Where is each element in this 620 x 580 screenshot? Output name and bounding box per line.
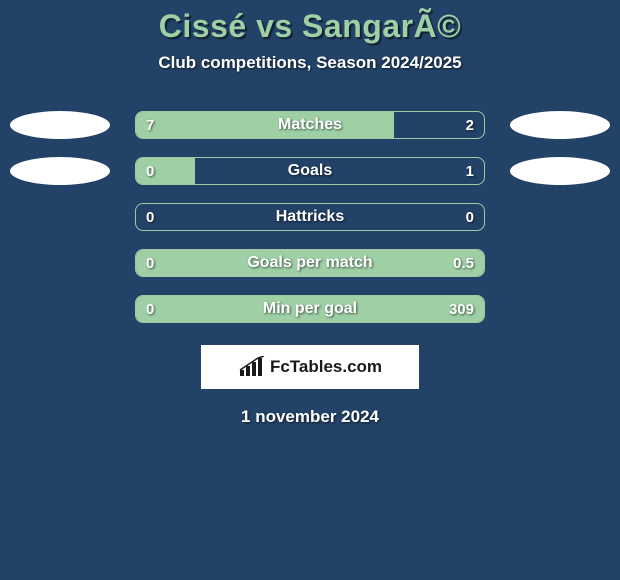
stat-row: 7Matches2 [0, 111, 620, 139]
stat-value-right: 2 [466, 117, 474, 134]
player-right-marker [510, 157, 610, 185]
stat-row: 0Min per goal309 [0, 295, 620, 323]
site-attribution: FcTables.com [201, 345, 419, 389]
stat-rows: 7Matches20Goals10Hattricks00Goals per ma… [0, 111, 620, 323]
page-title: Cissé vs SangarÃ© [0, 8, 620, 45]
stat-bar: 0Goals per match0.5 [135, 249, 485, 277]
stat-value-right: 309 [449, 301, 474, 318]
stat-bar: 0Min per goal309 [135, 295, 485, 323]
page-subtitle: Club competitions, Season 2024/2025 [0, 53, 620, 73]
stat-label: Matches [136, 116, 484, 134]
stat-value-right: 0 [466, 209, 474, 226]
stat-value-right: 0.5 [453, 255, 474, 272]
stat-label: Min per goal [136, 300, 484, 318]
player-left-marker [10, 111, 110, 139]
stat-bar: 7Matches2 [135, 111, 485, 139]
site-name: FcTables.com [270, 357, 382, 377]
stat-label: Goals per match [136, 254, 484, 272]
stat-row: 0Goals1 [0, 157, 620, 185]
player-right-marker [510, 111, 610, 139]
player-left-marker [10, 157, 110, 185]
stat-bar: 0Goals1 [135, 157, 485, 185]
stat-bar: 0Hattricks0 [135, 203, 485, 231]
stat-label: Goals [136, 162, 484, 180]
stat-value-right: 1 [466, 163, 474, 180]
stat-label: Hattricks [136, 208, 484, 226]
date-label: 1 november 2024 [0, 407, 620, 427]
stat-row: 0Hattricks0 [0, 203, 620, 231]
comparison-infographic: Cissé vs SangarÃ© Club competitions, Sea… [0, 0, 620, 580]
stat-row: 0Goals per match0.5 [0, 249, 620, 277]
bars-logo-icon [238, 356, 266, 378]
